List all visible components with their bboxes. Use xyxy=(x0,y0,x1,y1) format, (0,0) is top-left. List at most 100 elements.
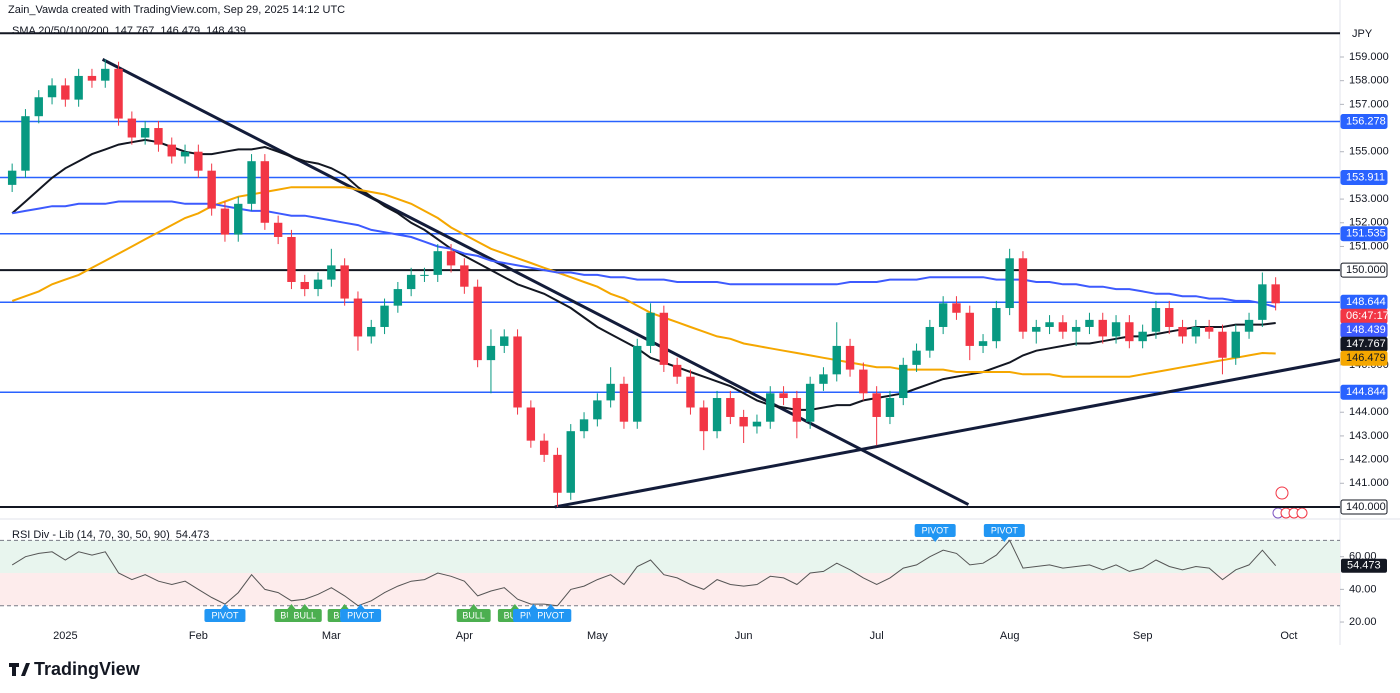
rsi-tick-label: 40.00 xyxy=(1349,583,1377,595)
x-tick-label: Apr xyxy=(456,630,473,642)
rsi-annotation-pointer xyxy=(469,604,478,609)
countdown: 06:47:17 xyxy=(1346,310,1389,322)
candle-body xyxy=(74,75,83,100)
candle-body xyxy=(101,68,110,81)
candle-body xyxy=(712,398,722,432)
candle-body xyxy=(1071,326,1081,332)
rsi-annotation-pointer xyxy=(529,604,538,609)
candle-body xyxy=(7,170,17,185)
x-tick-label: May xyxy=(587,630,608,642)
candle-body xyxy=(1045,322,1054,327)
candle-body xyxy=(47,85,57,98)
level-label: 156.278 xyxy=(1346,115,1386,127)
candle-body xyxy=(247,161,256,204)
rsi-annotation-pointer xyxy=(340,604,349,609)
rsi-annotation-pointer xyxy=(546,604,555,609)
candle-body xyxy=(619,383,629,422)
candle-body xyxy=(1058,322,1068,332)
level-label: 150.000 xyxy=(1346,264,1386,276)
candle-body xyxy=(606,383,615,401)
y-tick-label: 143.000 xyxy=(1349,430,1389,442)
rsi-annotation-box xyxy=(983,524,1025,537)
brand: TradingView xyxy=(9,659,141,679)
candle-body xyxy=(1258,284,1267,320)
rsi-upper-band xyxy=(0,540,1340,574)
rsi-title: RSI Div - Lib (14, 70, 30, 50, 90) xyxy=(12,529,170,541)
candle-body xyxy=(486,345,496,361)
candle-body xyxy=(845,345,855,370)
candle-body xyxy=(978,341,988,346)
y-tick-label: 159.000 xyxy=(1349,51,1389,63)
candle-body xyxy=(699,407,708,432)
brand-logo xyxy=(9,663,30,676)
rsi-annotation: PIVOT xyxy=(347,610,375,620)
candle-body xyxy=(726,398,735,417)
candle-body xyxy=(1125,322,1134,342)
rsi-annotation: PIVOT xyxy=(537,610,565,620)
candle-body xyxy=(1032,326,1041,332)
candle-body xyxy=(566,431,575,493)
candle-body xyxy=(287,236,296,282)
candle-body xyxy=(1005,258,1014,309)
sma-line xyxy=(12,200,1276,309)
candle-body xyxy=(61,85,70,100)
rsi-annotation-box xyxy=(287,609,322,622)
candle-body xyxy=(167,144,176,157)
candle-body xyxy=(34,97,43,117)
candle-body xyxy=(633,345,642,422)
candle-body xyxy=(207,170,216,209)
rsi-annotation-box xyxy=(914,524,956,537)
rsi-annotation: PIVOT xyxy=(922,525,950,535)
rsi-annotation-box xyxy=(204,609,246,622)
candle-body xyxy=(1085,319,1094,327)
x-tick-label: Jun xyxy=(735,630,753,642)
candle-body xyxy=(659,312,669,365)
sma-title: SMA 20/50/100/200 xyxy=(12,25,109,37)
x-tick-label: Sep xyxy=(1133,630,1153,642)
rsi-tick-label: 20.00 xyxy=(1349,616,1377,628)
x-tick-label: Aug xyxy=(1000,630,1020,642)
x-tick-label: 2025 xyxy=(53,630,77,642)
y-tick-label: 153.000 xyxy=(1349,193,1389,205)
attribution: Zain_Vawda created with TradingView.com,… xyxy=(8,4,345,16)
price-pane xyxy=(0,32,1340,509)
candle-body xyxy=(1151,308,1161,332)
event-icon xyxy=(1296,507,1308,519)
candle-body xyxy=(473,286,482,361)
candle-body xyxy=(114,68,123,119)
y-tick-label: 142.000 xyxy=(1349,454,1389,466)
y-tick-label: 141.000 xyxy=(1349,477,1389,489)
candle-body xyxy=(1098,319,1107,337)
rsi-value-box xyxy=(1341,558,1387,573)
candle-body xyxy=(646,312,655,346)
rsi-annotation: PIVOT xyxy=(211,610,239,620)
rsi-annotation-pointer xyxy=(300,604,309,609)
candle-body xyxy=(553,454,562,493)
candle-body xyxy=(300,281,309,290)
candle-body xyxy=(992,308,1001,342)
sma-line xyxy=(11,138,1276,411)
y-tick-label: 157.000 xyxy=(1349,98,1389,110)
candle-body xyxy=(672,364,682,377)
level-label: 151.535 xyxy=(1346,228,1386,240)
rsi-line xyxy=(11,539,1277,607)
candle-body xyxy=(965,312,974,346)
candle-body xyxy=(140,128,150,138)
sma-label-box xyxy=(1340,350,1388,366)
sma-legend-value: 147.767 xyxy=(115,25,155,37)
x-tick-label: Jul xyxy=(870,630,884,642)
y-tick-label: 144.000 xyxy=(1349,406,1389,418)
rsi-value-label: 54.473 xyxy=(1347,560,1381,572)
candle-body xyxy=(513,336,522,408)
brand-name: TradingView xyxy=(34,659,141,679)
candle-body xyxy=(792,398,802,422)
candle-body xyxy=(872,393,881,417)
candle-body xyxy=(154,128,163,145)
candle-body xyxy=(500,336,509,346)
candle-body xyxy=(1244,319,1254,332)
candle-body xyxy=(446,251,456,266)
candle-body xyxy=(539,440,549,455)
y-tick-label: 152.000 xyxy=(1349,217,1389,229)
candle-body xyxy=(805,383,815,422)
